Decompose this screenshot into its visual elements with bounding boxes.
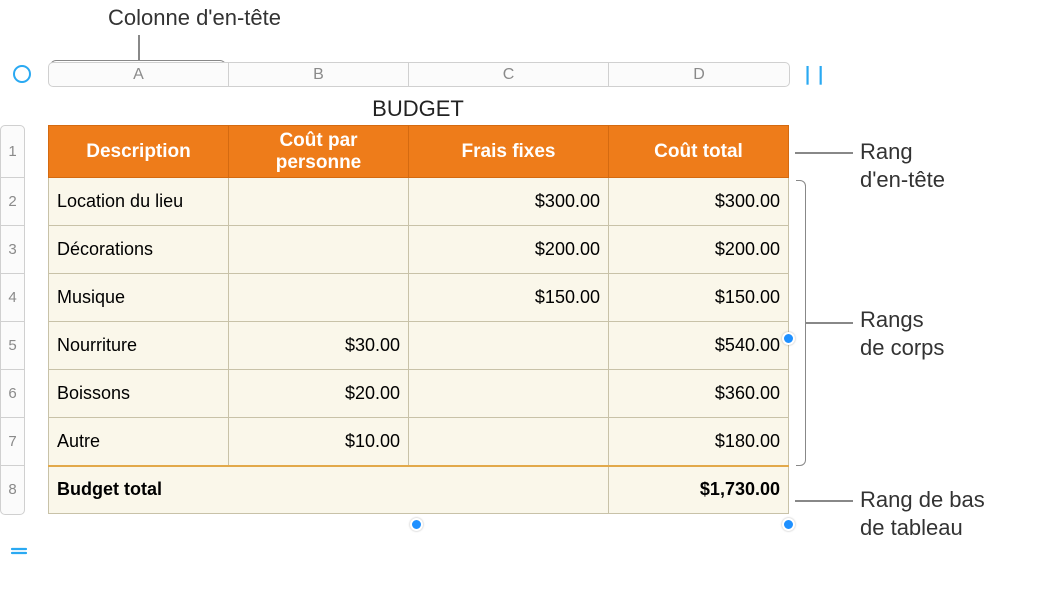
header-row[interactable]: Description Coût par personne Frais fixe… xyxy=(49,126,789,178)
header-cell-total-cost[interactable]: Coût total xyxy=(609,126,789,178)
cell-total[interactable]: $150.00 xyxy=(609,274,789,322)
callout-line xyxy=(806,322,853,324)
selection-handle-icon[interactable] xyxy=(782,332,795,345)
row-header-2[interactable]: 2 xyxy=(1,178,24,226)
cell-desc[interactable]: Musique xyxy=(49,274,229,322)
callout-line xyxy=(138,35,140,60)
table-row[interactable]: Boissons $20.00 $360.00 xyxy=(49,370,789,418)
cell-per-person[interactable] xyxy=(229,274,409,322)
cell-fixed[interactable]: $300.00 xyxy=(409,178,609,226)
cell-fixed[interactable] xyxy=(409,370,609,418)
cell-total[interactable]: $200.00 xyxy=(609,226,789,274)
cell-desc[interactable]: Autre xyxy=(49,418,229,466)
header-cell-cost-per-person[interactable]: Coût par personne xyxy=(229,126,409,178)
callout-bracket xyxy=(796,180,806,466)
row-header-1[interactable]: 1 xyxy=(1,126,24,178)
row-ruler[interactable]: 1 2 3 4 5 6 7 8 xyxy=(0,125,25,515)
table-select-handle-icon[interactable] xyxy=(13,65,31,83)
row-header-8[interactable]: 8 xyxy=(1,466,24,514)
cell-per-person[interactable] xyxy=(229,178,409,226)
header-cell-fixed-cost[interactable]: Frais fixes xyxy=(409,126,609,178)
column-header-a[interactable]: A xyxy=(49,63,229,86)
selection-handle-icon[interactable] xyxy=(782,518,795,531)
callout-line xyxy=(795,152,853,154)
footer-label[interactable]: Budget total xyxy=(49,466,609,514)
cell-total[interactable]: $360.00 xyxy=(609,370,789,418)
table-body: Location du lieu $300.00 $300.00 Décorat… xyxy=(49,178,789,466)
footer-row[interactable]: Budget total $1,730.00 xyxy=(49,466,789,514)
cell-fixed[interactable] xyxy=(409,418,609,466)
column-header-d[interactable]: D xyxy=(609,63,789,86)
callout-header-row: Rang d'en-tête xyxy=(860,138,945,193)
selection-handle-icon[interactable] xyxy=(410,518,423,531)
add-row-handle-icon[interactable] xyxy=(8,540,30,562)
callout-header-column: Colonne d'en-tête xyxy=(108,5,281,31)
cell-fixed[interactable] xyxy=(409,322,609,370)
cell-per-person[interactable]: $30.00 xyxy=(229,322,409,370)
cell-per-person[interactable]: $10.00 xyxy=(229,418,409,466)
table-row[interactable]: Location du lieu $300.00 $300.00 xyxy=(49,178,789,226)
cell-desc[interactable]: Décorations xyxy=(49,226,229,274)
cell-desc[interactable]: Location du lieu xyxy=(49,178,229,226)
cell-fixed[interactable]: $150.00 xyxy=(409,274,609,322)
budget-table[interactable]: Description Coût par personne Frais fixe… xyxy=(48,125,789,514)
table-row[interactable]: Autre $10.00 $180.00 xyxy=(49,418,789,466)
table-row[interactable]: Nourriture $30.00 $540.00 xyxy=(49,322,789,370)
footer-total[interactable]: $1,730.00 xyxy=(609,466,789,514)
table-title[interactable]: BUDGET xyxy=(48,96,788,122)
cell-total[interactable]: $180.00 xyxy=(609,418,789,466)
row-header-5[interactable]: 5 xyxy=(1,322,24,370)
row-header-3[interactable]: 3 xyxy=(1,226,24,274)
row-header-4[interactable]: 4 xyxy=(1,274,24,322)
table-row[interactable]: Décorations $200.00 $200.00 xyxy=(49,226,789,274)
cell-fixed[interactable]: $200.00 xyxy=(409,226,609,274)
row-header-6[interactable]: 6 xyxy=(1,370,24,418)
callout-footer-row: Rang de bas de tableau xyxy=(860,486,985,541)
cell-total[interactable]: $300.00 xyxy=(609,178,789,226)
add-column-handle-icon[interactable]: ❘❘ xyxy=(800,64,826,85)
table-row[interactable]: Musique $150.00 $150.00 xyxy=(49,274,789,322)
cell-desc[interactable]: Boissons xyxy=(49,370,229,418)
row-header-7[interactable]: 7 xyxy=(1,418,24,466)
cell-per-person[interactable] xyxy=(229,226,409,274)
column-header-c[interactable]: C xyxy=(409,63,609,86)
callout-body-rows: Rangs de corps xyxy=(860,306,944,361)
column-ruler[interactable]: A B C D xyxy=(48,62,790,87)
callout-line xyxy=(795,500,853,502)
cell-desc[interactable]: Nourriture xyxy=(49,322,229,370)
column-header-b[interactable]: B xyxy=(229,63,409,86)
cell-per-person[interactable]: $20.00 xyxy=(229,370,409,418)
header-cell-description[interactable]: Description xyxy=(49,126,229,178)
cell-total[interactable]: $540.00 xyxy=(609,322,789,370)
